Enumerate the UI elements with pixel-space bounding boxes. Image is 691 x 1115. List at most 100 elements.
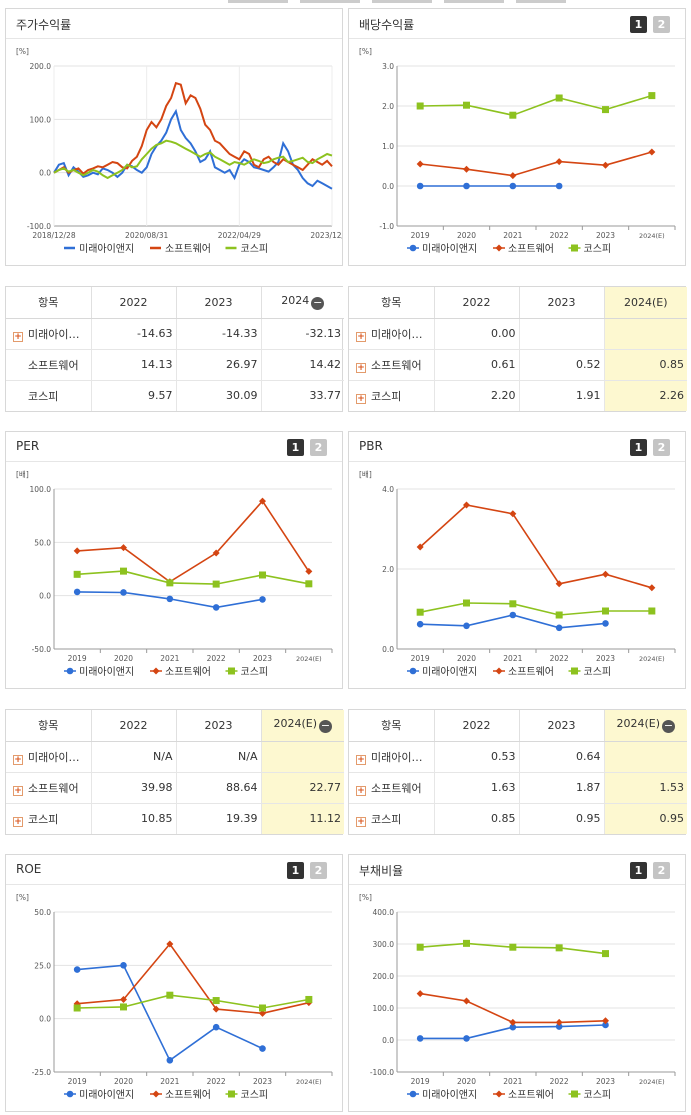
- view-2-button[interactable]: 2: [653, 862, 670, 879]
- series-line: [53, 139, 333, 180]
- view-1-button[interactable]: 1: [287, 439, 304, 456]
- top-tab[interactable]: [300, 0, 360, 3]
- data-point: [571, 244, 578, 252]
- table-row: 코스피 9.57 30.09 33.77: [6, 380, 344, 411]
- expand-plus-icon[interactable]: +: [356, 785, 366, 796]
- data-point: [509, 111, 517, 119]
- table-cell: 19.39: [176, 803, 262, 834]
- data-point: [152, 667, 160, 675]
- header-label: 항목: [38, 296, 59, 310]
- axis-unit-label: [%]: [359, 893, 372, 902]
- view-1-button[interactable]: 1: [287, 862, 304, 879]
- header-label: 2024(E): [616, 717, 661, 731]
- data-point: [495, 667, 503, 675]
- per-chart: [배]100.0 50.0 0.0 -50.0 2019 2020 2021 2022 2023…: [16, 470, 333, 678]
- table-cell: 1.53: [604, 772, 687, 804]
- top-tab[interactable]: [372, 0, 432, 3]
- dividend-yield-table: 항목 2022 2023 2024(E) + 미래아이… 0.00 + 소프트웨어 0.61 0.5…: [348, 286, 687, 412]
- row-label-cell: + 미래아이…: [349, 741, 435, 773]
- data-point: [463, 997, 470, 1005]
- top-tab[interactable]: [516, 0, 566, 3]
- x-tick-label: 2023/12/28: [310, 231, 342, 240]
- view-2-button[interactable]: 2: [310, 439, 327, 456]
- data-point: [73, 547, 81, 555]
- row-label-cell: 코스피: [6, 380, 92, 411]
- axis-unit-label: [배]: [16, 470, 29, 479]
- legend-label: 코스피: [241, 666, 269, 678]
- x-tick-label: 2021: [503, 654, 522, 663]
- y-tick-label: -100.0: [370, 1068, 394, 1077]
- view-2-button[interactable]: 2: [653, 439, 670, 456]
- expand-plus-icon[interactable]: +: [356, 393, 366, 404]
- header-label: 2022: [119, 295, 148, 309]
- collapse-column-icon[interactable]: −: [311, 296, 325, 311]
- pbr-panel: PBR 1 2 [배] 4.0 2.0 0.0 2019 2020 2021 2022 2023…: [348, 431, 686, 689]
- table-cell: N/A: [91, 741, 177, 773]
- view-2-button[interactable]: 2: [653, 16, 670, 33]
- table-cell: 33.77: [309, 389, 342, 403]
- y-tick-label: -1.0: [379, 222, 394, 231]
- top-tab[interactable]: [228, 0, 288, 3]
- view-1-button[interactable]: 1: [630, 16, 647, 33]
- expand-plus-icon[interactable]: +: [356, 816, 366, 827]
- view-2-button[interactable]: 2: [310, 862, 327, 879]
- table-cell: 0.64: [519, 741, 605, 773]
- expand-plus-icon[interactable]: +: [356, 362, 366, 373]
- expand-plus-icon[interactable]: +: [13, 785, 23, 796]
- series-line: [420, 602, 652, 616]
- table-row: + 미래아이… N/A N/A: [6, 741, 344, 773]
- expand-plus-icon[interactable]: +: [13, 816, 23, 827]
- table-cell: 2.26: [604, 380, 687, 411]
- x-tick-label: 2021: [160, 1077, 179, 1086]
- header-label: 2022: [119, 718, 148, 732]
- row-label-cell: + 소프트웨어: [349, 772, 435, 804]
- expand-plus-icon[interactable]: +: [13, 331, 23, 342]
- collapse-column-icon[interactable]: −: [662, 719, 676, 734]
- panel-header: PBR 1 2: [349, 432, 685, 462]
- x-tick-label: 2022: [550, 231, 569, 240]
- top-tab[interactable]: [444, 0, 504, 3]
- expand-plus-icon[interactable]: +: [356, 754, 366, 765]
- table-row: + 소프트웨어 39.98 88.64 22.77: [6, 772, 344, 804]
- x-tick-label: 2020: [457, 231, 476, 240]
- y-tick-label: 0.0: [382, 1036, 394, 1045]
- table-header-cell: 항목: [6, 287, 92, 319]
- x-tick-label: 2023: [596, 231, 615, 240]
- table-row: + 코스피 0.85 0.95 0.95: [349, 803, 687, 834]
- expand-plus-icon[interactable]: +: [13, 754, 23, 765]
- data-point: [212, 549, 220, 557]
- pbr-chart: [배] 4.0 2.0 0.0 2019 2020 2021 2022 2023 2024(E) 미…: [359, 470, 676, 678]
- panel-title: PER: [16, 439, 40, 453]
- data-point: [259, 1004, 266, 1012]
- x-tick-label: 2022/04/29: [218, 231, 261, 240]
- legend-label: 미래아이앤지: [79, 1089, 134, 1101]
- view-1-button[interactable]: 1: [630, 862, 647, 879]
- collapse-column-icon[interactable]: −: [319, 719, 333, 734]
- header-label: 2022: [462, 718, 491, 732]
- data-point: [416, 102, 424, 110]
- series-line: [53, 108, 333, 190]
- legend-label: 소프트웨어: [508, 243, 554, 255]
- data-point: [602, 161, 609, 169]
- x-tick-label: 2024(E): [639, 1078, 665, 1086]
- table-cell: 0.85: [434, 803, 520, 834]
- y-tick-label: 25.0: [34, 961, 51, 970]
- expand-plus-icon[interactable]: +: [356, 331, 366, 342]
- panel-title: PBR: [359, 439, 383, 453]
- y-tick-label: 50.0: [34, 908, 51, 917]
- y-tick-label: 100.0: [30, 485, 52, 494]
- table-header-cell: 2023: [519, 287, 605, 319]
- data-point: [509, 172, 517, 180]
- data-point: [120, 589, 127, 596]
- data-point: [212, 604, 220, 611]
- table-cell: 9.57: [91, 380, 177, 411]
- view-1-button[interactable]: 1: [630, 439, 647, 456]
- row-label-cell: 소프트웨어: [6, 349, 92, 381]
- row-label: 소프트웨어: [371, 358, 422, 372]
- panel-title: ROE: [16, 862, 42, 876]
- x-tick-label: 2022: [550, 1077, 569, 1086]
- data-point: [166, 991, 174, 999]
- data-point: [463, 101, 470, 109]
- panel-title: 주가수익률: [16, 18, 72, 32]
- data-point: [212, 997, 220, 1005]
